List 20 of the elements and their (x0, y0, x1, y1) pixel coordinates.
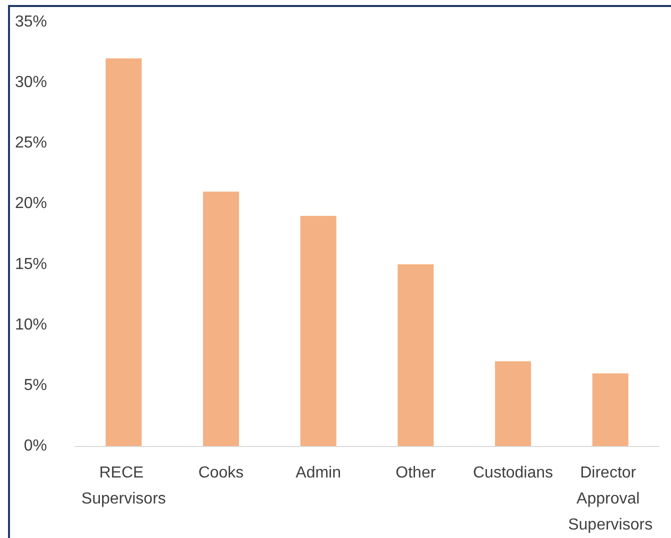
x-tick-label: Other (396, 464, 436, 482)
x-tick-label: RECE Supervisors (81, 464, 166, 508)
y-tick-label: 0% (24, 438, 47, 454)
x-tick-label: Custodians (472, 464, 554, 482)
bar (106, 58, 142, 446)
bar (398, 264, 434, 446)
x-tick-label: Admin (296, 464, 342, 482)
y-tick-label: 25% (14, 134, 47, 152)
x-tick-label: Cooks (198, 464, 244, 482)
y-tick-label: 20% (14, 195, 47, 212)
y-tick-label: 35% (14, 14, 47, 30)
bar (300, 216, 336, 446)
y-tick-label: 5% (24, 376, 47, 394)
bar (494, 361, 532, 446)
bar (592, 373, 628, 446)
y-tick-label: 30% (14, 74, 47, 92)
y-tick-label: 15% (14, 256, 47, 273)
x-tick-label: Director Approval Supervisors (568, 464, 653, 534)
bar (202, 192, 240, 446)
y-tick-label: 10% (14, 316, 47, 334)
